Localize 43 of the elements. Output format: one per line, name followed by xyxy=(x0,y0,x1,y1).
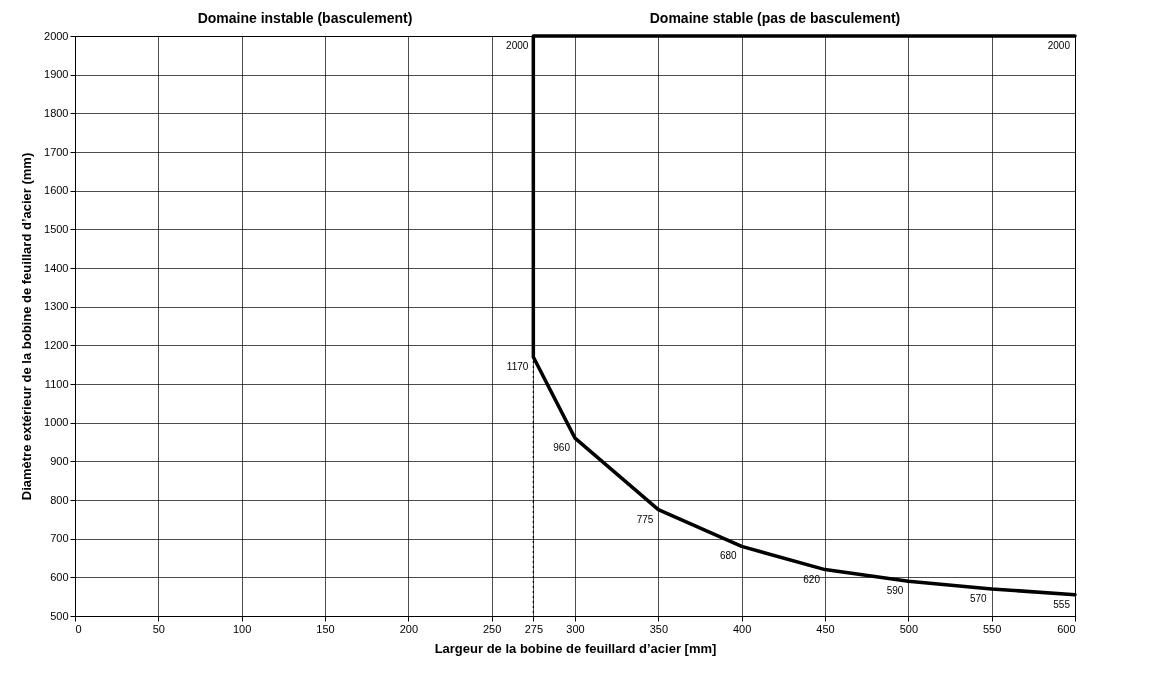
y-tick-label: 700 xyxy=(50,532,69,545)
y-tick-label: 500 xyxy=(50,609,69,622)
x-tick-label: 50 xyxy=(152,622,165,635)
data-label: 2000 xyxy=(506,40,529,51)
data-label: 2000 xyxy=(1047,40,1071,51)
data-label: 570 xyxy=(969,592,988,604)
data-label: 960 xyxy=(553,442,571,454)
y-tick-label: 1600 xyxy=(44,184,69,197)
x-axis-title: Largeur de la bobine de feuillard d’acier [mm] xyxy=(434,640,717,656)
x-tick-label: 0 xyxy=(75,622,82,635)
data-label: 680 xyxy=(719,550,738,562)
data-label: 555 xyxy=(1053,598,1071,610)
data-label: 590 xyxy=(886,585,904,597)
y-tick-label: 1000 xyxy=(44,416,69,429)
x-tick-label: 200 xyxy=(399,622,419,635)
text: Domaine stable (pas de basculement) xyxy=(649,10,901,26)
x-tick-label: 350 xyxy=(649,622,669,635)
y-tick-label: 1800 xyxy=(44,106,69,119)
y-axis-title: Diamètre extérieur de la bobine de feuillard d’acier (mm) xyxy=(19,152,35,501)
y-tick-label: 1900 xyxy=(44,68,69,81)
text: Domaine instable (basculement) xyxy=(197,10,413,26)
data-label: 1170 xyxy=(506,360,529,372)
y-tick-label: 2000 xyxy=(44,29,69,42)
x-tick-label: 300 xyxy=(566,622,585,635)
y-tick-label: 600 xyxy=(50,570,69,583)
y-tick-label: 1700 xyxy=(44,145,69,158)
y-tick-label: 800 xyxy=(50,493,69,506)
y-tick-label: 1100 xyxy=(44,377,69,390)
x-tick-label: 550 xyxy=(982,622,1002,635)
x-tick-label: 150 xyxy=(316,622,335,635)
y-tick-label: 900 xyxy=(50,454,69,467)
x-tick-label: 600 xyxy=(1057,622,1076,635)
x-tick-label: 100 xyxy=(232,622,252,635)
y-tick-label: 1300 xyxy=(44,300,69,313)
x-tick-label: 250 xyxy=(482,622,502,635)
x-tick-label: 275 xyxy=(524,622,544,635)
y-tick-label: 1500 xyxy=(44,222,69,235)
y-tick-label: 1200 xyxy=(44,338,69,351)
x-tick-label: 500 xyxy=(899,622,919,635)
x-tick-label: 400 xyxy=(732,622,752,635)
data-label: 775 xyxy=(636,513,654,525)
y-tick-label: 1400 xyxy=(44,261,69,274)
x-tick-label: 450 xyxy=(816,622,835,635)
